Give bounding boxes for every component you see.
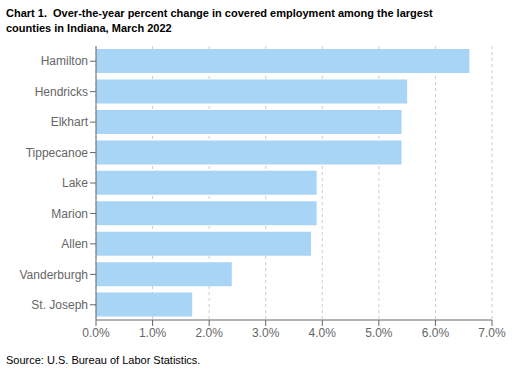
- svg-text:Tippecanoe: Tippecanoe: [26, 146, 89, 160]
- svg-text:6.0%: 6.0%: [422, 326, 450, 340]
- html-text:counties in Indiana, March 202: counties in Indiana, March 2022: [6, 22, 172, 34]
- svg-text:Marion: Marion: [51, 207, 88, 221]
- svg-text:Lake: Lake: [62, 176, 88, 190]
- svg-text:Elkhart: Elkhart: [51, 115, 89, 129]
- svg-text:Allen: Allen: [61, 237, 88, 251]
- svg-text:Vanderburgh: Vanderburgh: [20, 268, 89, 282]
- html-text:Chart 1. Over-the-year percent: Chart 1. Over-the-year percent change in…: [6, 7, 433, 19]
- svg-text:7.0%: 7.0%: [478, 326, 506, 340]
- html-text:Source: U.S. Bureau of Labor S: Source: U.S. Bureau of Labor Statistics.: [6, 354, 201, 366]
- svg-text:2.0%: 2.0%: [195, 326, 223, 340]
- svg-text:1.0%: 1.0%: [139, 326, 167, 340]
- svg-text:4.0%: 4.0%: [309, 326, 337, 340]
- svg-text:3.0%: 3.0%: [252, 326, 280, 340]
- svg-text:0.0%: 0.0%: [82, 326, 110, 340]
- svg-text:5.0%: 5.0%: [365, 326, 393, 340]
- svg-text:St. Joseph: St. Joseph: [31, 298, 88, 312]
- svg-text:Hendricks: Hendricks: [35, 85, 88, 99]
- svg-text:Hamilton: Hamilton: [41, 54, 88, 68]
